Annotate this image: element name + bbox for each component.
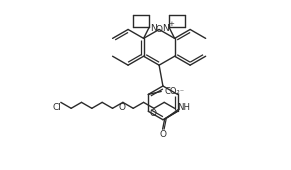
Text: O: O — [149, 109, 156, 118]
Text: N: N — [162, 24, 168, 33]
Text: N: N — [150, 24, 157, 33]
Text: O: O — [156, 25, 163, 34]
Text: NH: NH — [177, 103, 190, 112]
Text: CO₂⁻: CO₂⁻ — [164, 87, 184, 96]
Text: +: + — [168, 21, 174, 27]
Text: O: O — [159, 130, 166, 139]
Text: Cl: Cl — [52, 103, 61, 112]
Text: O: O — [118, 103, 125, 112]
